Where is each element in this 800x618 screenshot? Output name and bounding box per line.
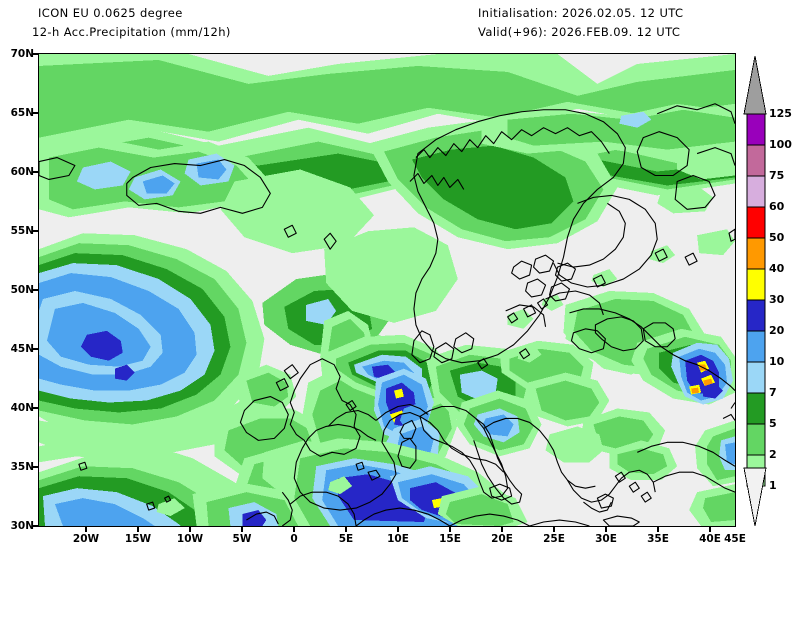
lat-tick-65n: 65N [10, 107, 34, 119]
lat-tick-60n: 60N [10, 166, 34, 178]
lat-tick-mark-30n [33, 525, 38, 527]
lat-tick-mark-60n [33, 171, 38, 173]
colorbar[interactable]: 125 100 75 60 50 40 30 20 10 7 5 2 1 [738, 56, 800, 526]
colorbar-label-100: 100 [769, 138, 792, 151]
lon-tick-10e: 10E [387, 533, 409, 545]
lon-tick-mark-30e [605, 527, 607, 532]
colorbar-band-75 [746, 175, 766, 208]
colorbar-label-50: 50 [769, 231, 785, 244]
lat-tick-mark-70n [33, 53, 38, 55]
lat-tick-35n: 35N [10, 461, 34, 473]
colorbar-label-20: 20 [769, 324, 785, 337]
lon-tick-20w: 20W [72, 533, 100, 545]
colorbar-label-60: 60 [769, 200, 785, 213]
precipitation-map[interactable] [38, 53, 736, 527]
lon-tick-0: 0 [290, 533, 298, 545]
colorbar-canvas [743, 56, 767, 526]
lat-tick-mark-55n [33, 230, 38, 232]
lon-tick-35e: 35E [647, 533, 669, 545]
lon-tick-30e: 30E [595, 533, 617, 545]
lon-tick-5w: 5W [232, 533, 252, 545]
colorbar-label-1: 1 [769, 479, 777, 492]
lat-tick-mark-50n [33, 289, 38, 291]
lat-tick-mark-65n [33, 112, 38, 114]
colorbar-label-75: 75 [769, 169, 785, 182]
lon-tick-40e: 40E [699, 533, 721, 545]
lat-tick-30n: 30N [10, 520, 34, 532]
colorbar-label-125: 125 [769, 107, 792, 120]
lat-tick-mark-35n [33, 466, 38, 468]
lon-tick-mark-20w [85, 527, 87, 532]
colorbar-label-40: 40 [769, 262, 785, 275]
colorbar-band-5 [746, 423, 766, 456]
initialisation-label: Initialisation: 2026.02.05. 12 UTC [478, 6, 684, 20]
colorbar-label-7: 7 [769, 386, 777, 399]
colorbar-band-40 [746, 268, 766, 301]
colorbar-band-50 [746, 237, 766, 270]
lat-tick-70n: 70N [10, 48, 34, 60]
lat-tick-55n: 55N [10, 225, 34, 237]
colorbar-label-5: 5 [769, 417, 777, 430]
lon-tick-mark-5e [345, 527, 347, 532]
lon-tick-mark-15e [449, 527, 451, 532]
lon-tick-mark-10w [189, 527, 191, 532]
lat-tick-40n: 40N [10, 402, 34, 414]
map-canvas [39, 54, 735, 526]
lon-tick-mark-0 [293, 527, 295, 532]
lat-tick-mark-40n [33, 407, 38, 409]
colorbar-label-30: 30 [769, 293, 785, 306]
valid-time-label: Valid(+96): 2026.FEB.09. 12 UTC [478, 25, 681, 39]
lon-tick-15w: 15W [124, 533, 152, 545]
lon-tick-mark-10e [397, 527, 399, 532]
colorbar-band-20 [746, 330, 766, 363]
lon-tick-10w: 10W [176, 533, 204, 545]
lat-tick-50n: 50N [10, 284, 34, 296]
colorbar-band-60 [746, 206, 766, 239]
lat-tick-45n: 45N [10, 343, 34, 355]
lon-tick-mark-15w [137, 527, 139, 532]
lon-tick-mark-5w [241, 527, 243, 532]
colorbar-under-arrow [743, 467, 767, 526]
lon-tick-mark-35e [657, 527, 659, 532]
lon-tick-15e: 15E [439, 533, 461, 545]
colorbar-label-2: 2 [769, 448, 777, 461]
colorbar-band-10 [746, 361, 766, 394]
colorbar-band-100 [746, 144, 766, 177]
colorbar-band-30 [746, 299, 766, 332]
lon-tick-mark-25e [553, 527, 555, 532]
lon-tick-20e: 20E [491, 533, 513, 545]
lat-tick-mark-45n [33, 348, 38, 350]
lon-tick-mark-20e [501, 527, 503, 532]
model-name-label: ICON EU 0.0625 degree [38, 6, 183, 20]
colorbar-band-7 [746, 392, 766, 425]
coastline-layer [39, 103, 735, 526]
precipitation-field [39, 54, 735, 526]
colorbar-over-arrow [743, 56, 767, 115]
colorbar-band-125 [746, 113, 766, 146]
parameter-label: 12-h Acc.Precipitation (mm/12h) [32, 25, 231, 39]
lon-tick-25e: 25E [543, 533, 565, 545]
lon-tick-5e: 5E [338, 533, 354, 545]
colorbar-label-10: 10 [769, 355, 785, 368]
lon-tick-45e: 45E [724, 533, 746, 545]
lon-tick-mark-40e [709, 527, 711, 532]
